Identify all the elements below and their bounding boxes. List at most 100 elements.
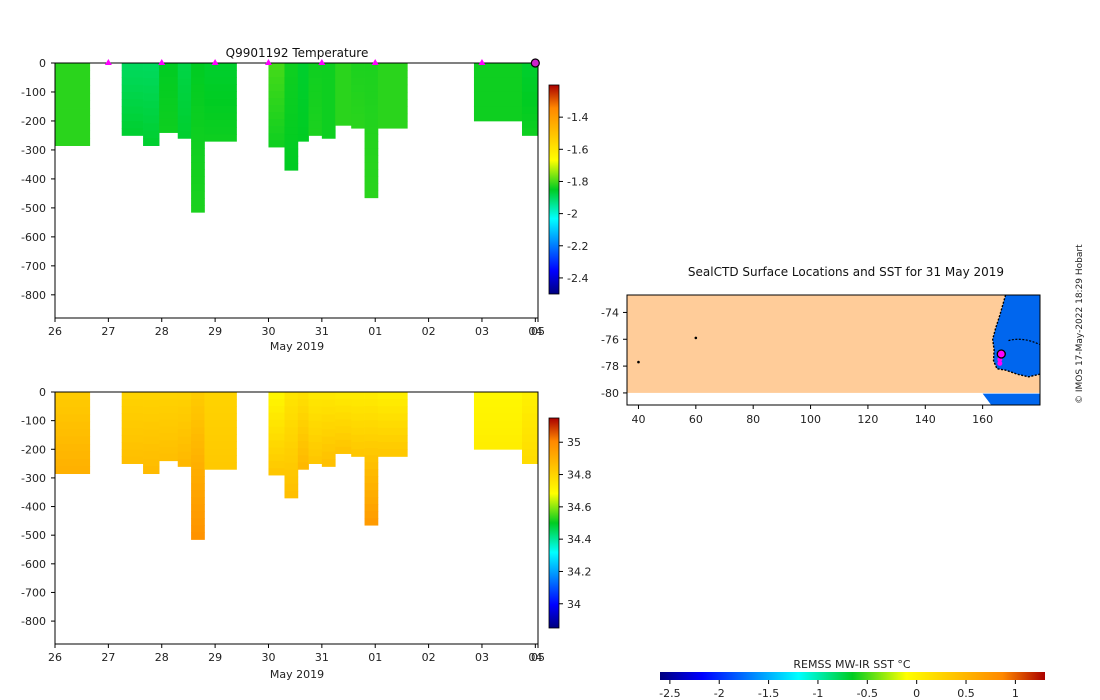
profile-15-band-4 (377, 91, 408, 100)
profile-15-band-1 (377, 70, 408, 78)
colorbar-tick-label: 34.4 (567, 533, 592, 546)
profile-4-band-2 (177, 406, 192, 415)
profile-8-band-1 (284, 70, 299, 78)
profile-4-band-1 (177, 70, 192, 79)
profile-7-band-6 (268, 105, 285, 113)
profile-0-band-1 (55, 70, 91, 79)
sst-colorbar-tick-label: -2.5 (659, 687, 680, 700)
profile-10-band-7 (308, 442, 323, 450)
profile-8-band-12 (284, 148, 299, 157)
profile-17-band-1 (521, 399, 539, 407)
profile-0-band-4 (55, 421, 91, 430)
profile-0-band-5 (55, 429, 91, 437)
profile-13-band-1 (351, 70, 365, 78)
colorbar-tick-label: 34 (567, 598, 581, 611)
profile-marker (158, 59, 166, 65)
profile-11-band-6 (321, 436, 336, 445)
profile-14-band-15 (364, 497, 379, 505)
x-tick-label: 01 (368, 325, 382, 338)
profile-5-band-9 (191, 126, 205, 135)
profile-5-band-7 (191, 441, 205, 449)
x-tick-label: 03 (475, 325, 489, 338)
profile-9-band-1 (297, 70, 309, 78)
profile-5-band-11 (191, 141, 205, 149)
profile-5-band-10 (191, 134, 205, 142)
profile-14-band-0 (364, 63, 379, 71)
profile-5-band-13 (191, 155, 205, 163)
profile-8-band-1 (284, 399, 299, 407)
profile-7-band-11 (268, 140, 285, 148)
profile-1-band-6 (121, 434, 144, 443)
x-tick-label: 05 (531, 651, 545, 664)
profile-0-band-5 (55, 100, 91, 109)
sst-colorbar-tick-label: 0 (913, 687, 920, 700)
map-axes: 40 60 80 100 120 140 160 -74 -76 -78 -80 (601, 306, 993, 426)
profile-5-band-17 (191, 183, 205, 192)
profile-3-band-1 (159, 398, 179, 407)
x-tick-label: 04 (528, 651, 542, 664)
profile-6-band-6 (204, 434, 237, 442)
x-tick-label: 29 (208, 325, 222, 338)
profile-14-band-12 (364, 476, 379, 484)
profile-15-band-0 (377, 392, 408, 400)
sst-colorbar (660, 672, 1045, 680)
colorbar-tick-label: -2.4 (567, 272, 588, 285)
y-tick-label: 0 (39, 386, 46, 399)
profile-8-band-3 (284, 413, 299, 421)
profile-7-band-3 (268, 84, 285, 92)
profile-2-band-9 (143, 130, 160, 139)
profile-3-band-6 (159, 433, 179, 441)
profile-8-band-2 (284, 77, 299, 85)
profile-2-band-1 (143, 70, 160, 79)
profile-5-band-0 (191, 63, 205, 71)
profile-10-band-2 (308, 406, 323, 414)
profile-0-band-4 (55, 93, 91, 101)
map-x-tick-label: 140 (915, 413, 936, 426)
profile-3-band-5 (159, 426, 179, 434)
profile-5-band-6 (191, 105, 205, 114)
imos-credit: © IMOS 17-May-2022 18:29 Hobart (1075, 244, 1085, 404)
profile-9-band-3 (297, 84, 309, 92)
surface-location (637, 360, 640, 364)
profile-12-band-7 (335, 439, 352, 448)
sst-colorbar-tick-label: 0.5 (957, 687, 975, 700)
salinity-cells (55, 392, 539, 540)
profile-13-band-7 (351, 442, 365, 450)
profile-8-band-7 (284, 441, 299, 449)
profile-4-band-0 (177, 392, 192, 400)
profile-17-band-5 (521, 99, 539, 107)
profile-8-band-7 (284, 113, 299, 121)
profile-17-band-6 (521, 434, 539, 443)
profile-12-band-6 (335, 433, 352, 441)
map-title: SealCTD Surface Locations and SST for 31… (688, 265, 1004, 279)
y-tick-label: -400 (21, 173, 46, 186)
profile-5-band-14 (191, 162, 205, 170)
profile-12-band-6 (335, 104, 352, 112)
profile-10-band-7 (308, 113, 323, 122)
profile-4-band-5 (177, 100, 192, 109)
profile-11-band-5 (321, 429, 336, 438)
profile-marker (318, 59, 326, 65)
profile-5-band-15 (191, 497, 205, 505)
profile-7-band-7 (268, 112, 285, 120)
current-location-marker (996, 349, 1006, 359)
profile-9-band-10 (297, 134, 309, 142)
profile-1-band-2 (121, 77, 144, 86)
profile-9-band-7 (297, 112, 309, 121)
sst-colorbar-tick-label: -2 (714, 687, 725, 700)
profile-17-band-4 (521, 420, 539, 429)
profile-6-band-8 (204, 448, 237, 456)
profile-10-band-2 (308, 77, 323, 86)
profile-0-band-3 (55, 414, 91, 423)
profile-13-band-7 (351, 113, 365, 122)
profile-11-band-4 (321, 421, 336, 430)
profile-15-band-5 (377, 427, 408, 436)
profile-9-band-2 (297, 406, 309, 414)
profile-2-band-9 (143, 458, 160, 467)
y-tick-label: -700 (21, 586, 46, 599)
sst-colorbar-tick-label: -1.5 (758, 687, 779, 700)
profile-7-band-0 (268, 63, 285, 71)
